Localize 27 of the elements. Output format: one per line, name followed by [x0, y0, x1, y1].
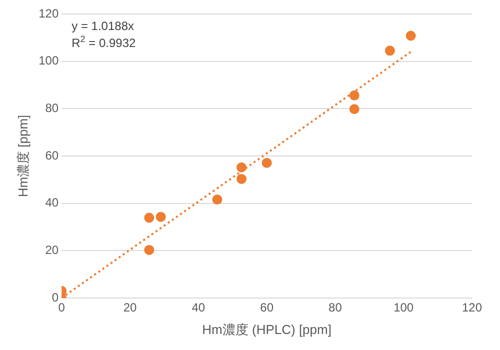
point [144, 244, 154, 255]
y-axis-title: Hm濃度 [ppm] [15, 114, 30, 198]
x-tick-label: 100 [394, 300, 414, 315]
x-tick-label: 40 [192, 300, 206, 315]
x-tick-label: 80 [328, 300, 342, 315]
point [349, 104, 360, 114]
y-tick-label: 0 [52, 290, 59, 304]
y-tick-label: 100 [38, 54, 59, 68]
point [144, 212, 154, 223]
x-axis-title: Hm濃度 (HPLC) [ppm] [202, 322, 332, 337]
x-tick-label: 20 [123, 300, 138, 315]
point [349, 90, 360, 100]
point [156, 212, 166, 222]
y-tick-label: 60 [45, 148, 59, 162]
x-tick-label: 60 [260, 300, 274, 315]
y-tick-label: 80 [45, 100, 59, 115]
y-tick-label: 20 [45, 242, 59, 257]
point [212, 194, 222, 205]
y-tick-label: 120 [38, 6, 59, 20]
point [236, 174, 247, 184]
point [262, 158, 272, 168]
annotation: y = 1.0188x [72, 19, 134, 33]
x-tick-label: 120 [462, 300, 482, 315]
point [406, 30, 416, 41]
point [236, 162, 247, 172]
point [384, 46, 395, 56]
y-tick-label: 40 [45, 196, 59, 210]
